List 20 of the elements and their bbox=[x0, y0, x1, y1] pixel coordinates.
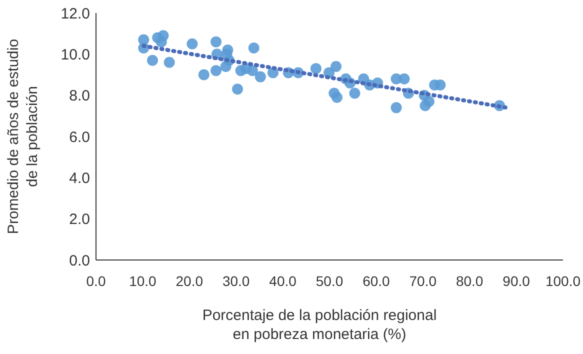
y-tick-label: 8.0 bbox=[69, 88, 90, 105]
x-tick-label: 30.0 bbox=[222, 273, 250, 289]
y-tick-label: 12.0 bbox=[60, 5, 90, 22]
x-tick-label: 10.0 bbox=[129, 273, 157, 289]
x-tick-label: 60.0 bbox=[362, 273, 390, 289]
x-tick-label: 100.0 bbox=[545, 273, 581, 289]
x-tick-label: 40.0 bbox=[269, 273, 297, 289]
x-tick-label: 90.0 bbox=[502, 273, 530, 289]
y-axis-title: Promedio de años de estudio de la población bbox=[5, 38, 41, 234]
x-tick-label: 50.0 bbox=[316, 273, 344, 289]
x-tick-label: 70.0 bbox=[409, 273, 437, 289]
y-tick-label: 6.0 bbox=[69, 128, 90, 146]
x-tick-label: 0.0 bbox=[86, 273, 106, 289]
y-tick-label: 4.0 bbox=[69, 170, 90, 187]
y-tick-label: 0.0 bbox=[69, 252, 90, 270]
x-tick-label: 20.0 bbox=[176, 273, 204, 289]
x-tick-label: 80.0 bbox=[456, 273, 484, 289]
y-tick-label: 2.0 bbox=[69, 211, 90, 228]
x-axis-title: Porcentaje de la población regional en pobreza monetaria (%) bbox=[202, 307, 437, 343]
y-tick-label: 10.0 bbox=[60, 46, 90, 64]
